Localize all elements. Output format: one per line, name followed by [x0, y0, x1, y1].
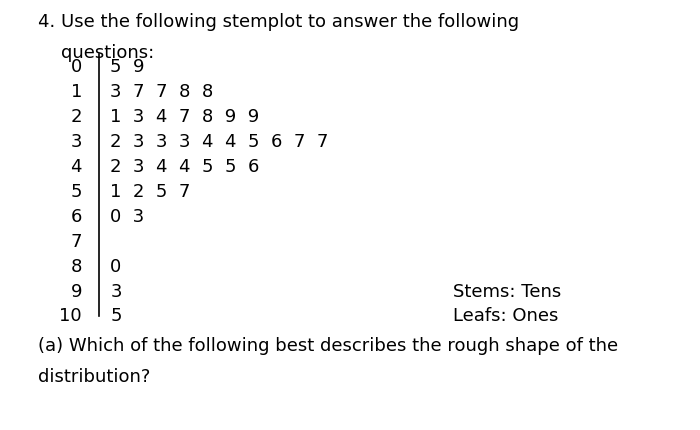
Text: questions:: questions: — [38, 44, 154, 62]
Text: 3  7  7  8  8: 3 7 7 8 8 — [110, 83, 214, 101]
Text: 0  3: 0 3 — [110, 208, 144, 226]
Text: 2  3  4  4  5  5  6: 2 3 4 4 5 5 6 — [110, 158, 260, 176]
Text: distribution?: distribution? — [38, 368, 150, 386]
Text: 0: 0 — [71, 58, 82, 76]
Text: 3: 3 — [71, 133, 82, 151]
Text: 1  3  4  7  8  9  9: 1 3 4 7 8 9 9 — [110, 108, 260, 126]
Text: 10: 10 — [60, 307, 82, 326]
Text: (a) Which of the following best describes the rough shape of the: (a) Which of the following best describe… — [38, 337, 618, 355]
Text: 6: 6 — [71, 208, 82, 226]
Text: 5: 5 — [71, 183, 82, 201]
Text: 3: 3 — [110, 283, 122, 301]
Text: Stems: Tens: Stems: Tens — [454, 283, 561, 301]
Text: 4. Use the following stemplot to answer the following: 4. Use the following stemplot to answer … — [38, 13, 519, 31]
Text: 1  2  5  7: 1 2 5 7 — [110, 183, 190, 201]
Text: 2  3  3  3  4  4  5  6  7  7: 2 3 3 3 4 4 5 6 7 7 — [110, 133, 328, 151]
Text: 5: 5 — [110, 307, 122, 326]
Text: 1: 1 — [71, 83, 82, 101]
Text: 0: 0 — [110, 258, 122, 276]
Text: Leafs: Ones: Leafs: Ones — [454, 307, 559, 326]
Text: 9: 9 — [71, 283, 82, 301]
Text: 5  9: 5 9 — [110, 58, 145, 76]
Text: 8: 8 — [71, 258, 82, 276]
Text: 7: 7 — [71, 233, 82, 251]
Text: 4: 4 — [71, 158, 82, 176]
Text: 2: 2 — [71, 108, 82, 126]
